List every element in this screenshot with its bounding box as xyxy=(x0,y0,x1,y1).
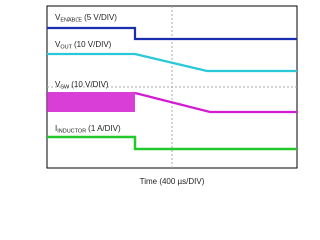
label-scale: (10 V/DIV) xyxy=(71,80,109,89)
label-scale: (1 A/DIV) xyxy=(88,124,121,133)
x-axis-label: Time (400 µs/DIV) xyxy=(140,177,205,186)
trace-labels: VENABLE (5 V/DIV)VOUT (10 V/DIV)VSW (10 V/D… xyxy=(55,13,121,135)
label-symbol: V xyxy=(55,80,61,89)
trace-inductor xyxy=(47,135,297,151)
label-symbol: V xyxy=(55,13,61,22)
trace-label: VENABLE (5 V/DIV) xyxy=(55,13,117,24)
label-symbol: I xyxy=(55,124,57,133)
label-symbol: V xyxy=(55,40,61,49)
trace-vout xyxy=(47,52,297,73)
label-scale: (5 V/DIV) xyxy=(84,13,117,22)
trace-vsw xyxy=(134,91,297,114)
label-subscript: ENABLE xyxy=(60,18,82,24)
trace-vsw-switching xyxy=(47,92,135,112)
label-scale: (10 V/DIV) xyxy=(74,40,112,49)
trace-label: VSW (10 V/DIV) xyxy=(55,80,109,91)
label-subscript: INDUCTOR xyxy=(57,129,86,135)
trace-enable xyxy=(47,26,297,41)
label-subscript: OUT xyxy=(60,45,72,51)
oscilloscope: VENABLE (5 V/DIV)VOUT (10 V/DIV)VSW (10 V/D… xyxy=(46,5,298,186)
trace-label: IINDUCTOR (1 A/DIV) xyxy=(55,124,121,135)
label-subscript: SW xyxy=(60,85,70,91)
trace-label: VOUT (10 V/DIV) xyxy=(55,40,112,51)
